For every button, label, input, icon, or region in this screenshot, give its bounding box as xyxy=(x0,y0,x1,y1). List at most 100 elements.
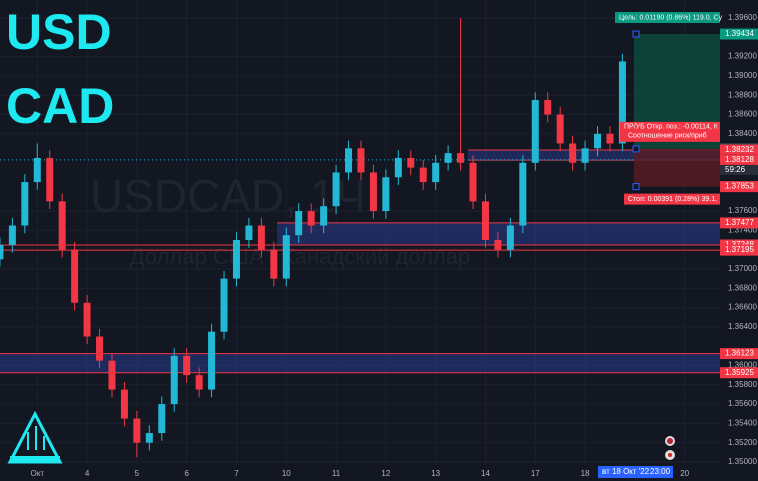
candle-body xyxy=(0,244,4,260)
x-tick-label: 11 xyxy=(332,469,341,478)
candle-body xyxy=(544,100,552,115)
candle-body xyxy=(307,211,315,226)
y-tick-label: 1.38600 xyxy=(728,110,757,119)
candle-body xyxy=(195,375,203,390)
stop-box xyxy=(624,193,720,205)
price-label-bg xyxy=(720,154,758,166)
pl-text: ПР/УБ Откр. поз.: -0.00114, К xyxy=(624,124,719,131)
price-label-bg xyxy=(720,244,758,256)
candle-body xyxy=(618,61,626,144)
candle-body xyxy=(145,433,153,443)
handle[interactable] xyxy=(632,30,640,38)
y-tick-label: 1.35200 xyxy=(728,438,757,447)
y-tick-label: 1.36000 xyxy=(728,361,757,370)
price-label-bg xyxy=(720,144,758,156)
candle-body xyxy=(332,172,340,207)
rr-text: Соотношение риск/приб xyxy=(628,132,707,140)
candle-body xyxy=(457,153,465,163)
candle-body xyxy=(345,148,353,173)
candle-body xyxy=(606,133,614,144)
x-tick-label: 17 xyxy=(531,469,540,478)
title-line: CAD xyxy=(6,78,114,134)
zone xyxy=(0,353,720,373)
candle-body xyxy=(120,389,128,419)
x-tick-label: 5 xyxy=(135,469,140,478)
countdown: 59:26 xyxy=(725,165,746,174)
candle-body xyxy=(295,211,303,236)
price-label: 1.37248 xyxy=(725,240,754,249)
candle-body xyxy=(83,302,91,337)
handle[interactable] xyxy=(632,183,640,191)
candle-body xyxy=(71,249,79,303)
candle-body xyxy=(506,225,514,250)
flags xyxy=(665,436,675,460)
candle-body xyxy=(170,355,178,405)
candle-body xyxy=(108,360,116,390)
crosshair-date: вт 18 Окт '22 xyxy=(602,467,650,476)
price-label: 1.38128 xyxy=(725,155,754,164)
watermark-sub: Доллар США / Канадский доллар xyxy=(130,244,471,269)
x-tick-label: 7 xyxy=(234,469,239,478)
handle[interactable] xyxy=(632,145,640,153)
candle-body xyxy=(432,162,440,183)
price-label: 1.38232 xyxy=(725,145,754,154)
candle-body xyxy=(407,157,415,168)
target-box xyxy=(615,12,720,24)
zone xyxy=(468,150,720,161)
candle-body xyxy=(394,157,402,178)
y-tick-label: 1.39600 xyxy=(728,13,757,22)
price-label-bg xyxy=(720,181,758,193)
candle-body xyxy=(270,249,278,279)
y-tick-label: 1.35800 xyxy=(728,380,757,389)
x-tick-label: 18 xyxy=(581,469,590,478)
y-tick-label: 1.37000 xyxy=(728,264,757,273)
candle-body xyxy=(232,240,240,279)
logo xyxy=(7,410,63,464)
candle-body xyxy=(220,278,228,332)
stop-area xyxy=(634,148,720,187)
candle-body xyxy=(531,100,539,163)
watermark: USDCAD, 1Ч xyxy=(90,170,366,222)
candle-body xyxy=(96,336,104,361)
candle-body xyxy=(419,167,427,183)
price-label: 1.35925 xyxy=(725,368,754,377)
y-tick-label: 1.39000 xyxy=(728,71,757,80)
x-tick-label: 20 xyxy=(680,469,689,478)
x-tick-label: 6 xyxy=(184,469,189,478)
stop-text: Стоп: 0.00391 (0.28%) 39.1, xyxy=(628,196,717,203)
candle-body xyxy=(245,225,253,240)
candle-body xyxy=(21,182,29,226)
candle-body xyxy=(208,331,216,390)
price-label: 1.37195 xyxy=(725,245,754,254)
y-tick-label: 1.38800 xyxy=(728,90,757,99)
x-tick-label: 12 xyxy=(381,469,390,478)
y-tick-label: 1.38400 xyxy=(728,129,757,138)
zone xyxy=(277,222,720,246)
x-tick-label: 13 xyxy=(431,469,440,478)
candle-body xyxy=(282,235,290,279)
price-label: 1.36123 xyxy=(725,349,754,358)
price-label: 1.39434 xyxy=(725,29,754,38)
candle-body xyxy=(58,201,66,250)
price-label-bg xyxy=(720,217,758,229)
candle-body xyxy=(469,162,477,202)
x-tick-label: Окт xyxy=(31,469,45,478)
candle-body xyxy=(581,148,589,163)
candle-body xyxy=(494,240,502,250)
x-tick-label: 4 xyxy=(85,469,90,478)
candle-body xyxy=(369,172,377,212)
x-tick-label: 14 xyxy=(481,469,490,478)
candle-body xyxy=(320,206,328,226)
y-tick-label: 1.37400 xyxy=(728,225,757,234)
candle-body xyxy=(481,201,489,240)
y-tick-label: 1.37600 xyxy=(728,206,757,215)
crosshair-box xyxy=(598,466,673,478)
y-tick-label: 1.36600 xyxy=(728,303,757,312)
candle-body xyxy=(357,148,365,173)
candle-body xyxy=(519,162,527,226)
candle-body xyxy=(133,418,141,443)
candle-body xyxy=(569,143,577,163)
candle-body xyxy=(33,157,41,183)
